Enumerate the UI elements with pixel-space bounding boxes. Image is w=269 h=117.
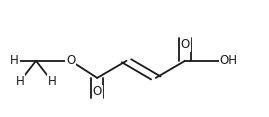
Text: O: O	[66, 54, 75, 67]
Text: H: H	[48, 75, 56, 88]
Text: OH: OH	[220, 54, 238, 67]
Text: H: H	[10, 54, 19, 67]
Text: O: O	[180, 38, 190, 51]
Text: O: O	[93, 86, 102, 99]
Text: H: H	[16, 75, 24, 88]
